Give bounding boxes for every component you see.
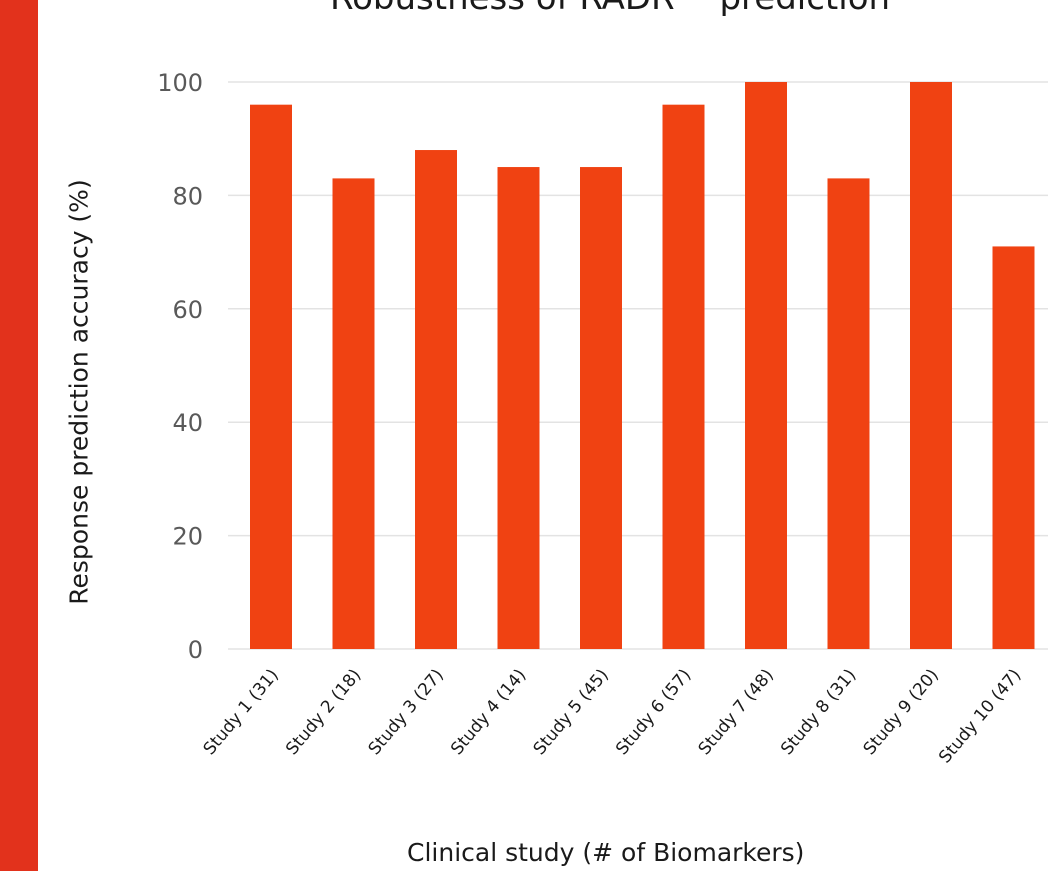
x-tick-label: Study 6 (57) — [612, 665, 695, 759]
y-tick-label: 80 — [172, 182, 203, 210]
y-tick-label: 60 — [172, 296, 203, 324]
bar — [662, 104, 705, 650]
side-accent-stripe — [0, 0, 38, 871]
x-tick-labels: Study 1 (31) Study 2 (18) Study 3 (27) Stud… — [200, 665, 1026, 767]
y-tick-label: 100 — [157, 69, 203, 97]
x-tick-label: Study 3 (27) — [365, 665, 448, 759]
bar — [580, 167, 622, 650]
x-tick-label: Study 2 (18) — [282, 665, 365, 759]
x-axis-label: Clinical study (# of Biomarkers) — [407, 838, 805, 867]
bar — [250, 104, 292, 650]
x-tick-label: Study 9 (20) — [860, 665, 943, 759]
bars — [250, 82, 1035, 650]
bar — [745, 82, 787, 649]
y-tick-label: 20 — [172, 523, 203, 551]
y-tick-label: 40 — [172, 409, 203, 437]
x-tick-label: Study 8 (31) — [777, 665, 860, 759]
bar — [827, 178, 870, 649]
y-tick-label: 0 — [188, 636, 203, 664]
x-tick-label: Study 5 (45) — [530, 665, 613, 759]
bar — [332, 178, 375, 649]
chart-title: Robustness of RADR™ prediction — [330, 0, 890, 18]
y-tick-labels: 0 20 40 60 80 100 — [157, 69, 203, 664]
x-tick-label: Study 7 (48) — [695, 665, 778, 759]
bar — [992, 246, 1035, 649]
x-tick-label: Study 10 (47) — [935, 665, 1025, 767]
x-tick-label: Study 4 (14) — [447, 665, 530, 759]
bar — [497, 167, 540, 650]
bar — [415, 150, 457, 650]
bar — [910, 82, 952, 649]
x-tick-label: Study 1 (31) — [200, 665, 283, 759]
